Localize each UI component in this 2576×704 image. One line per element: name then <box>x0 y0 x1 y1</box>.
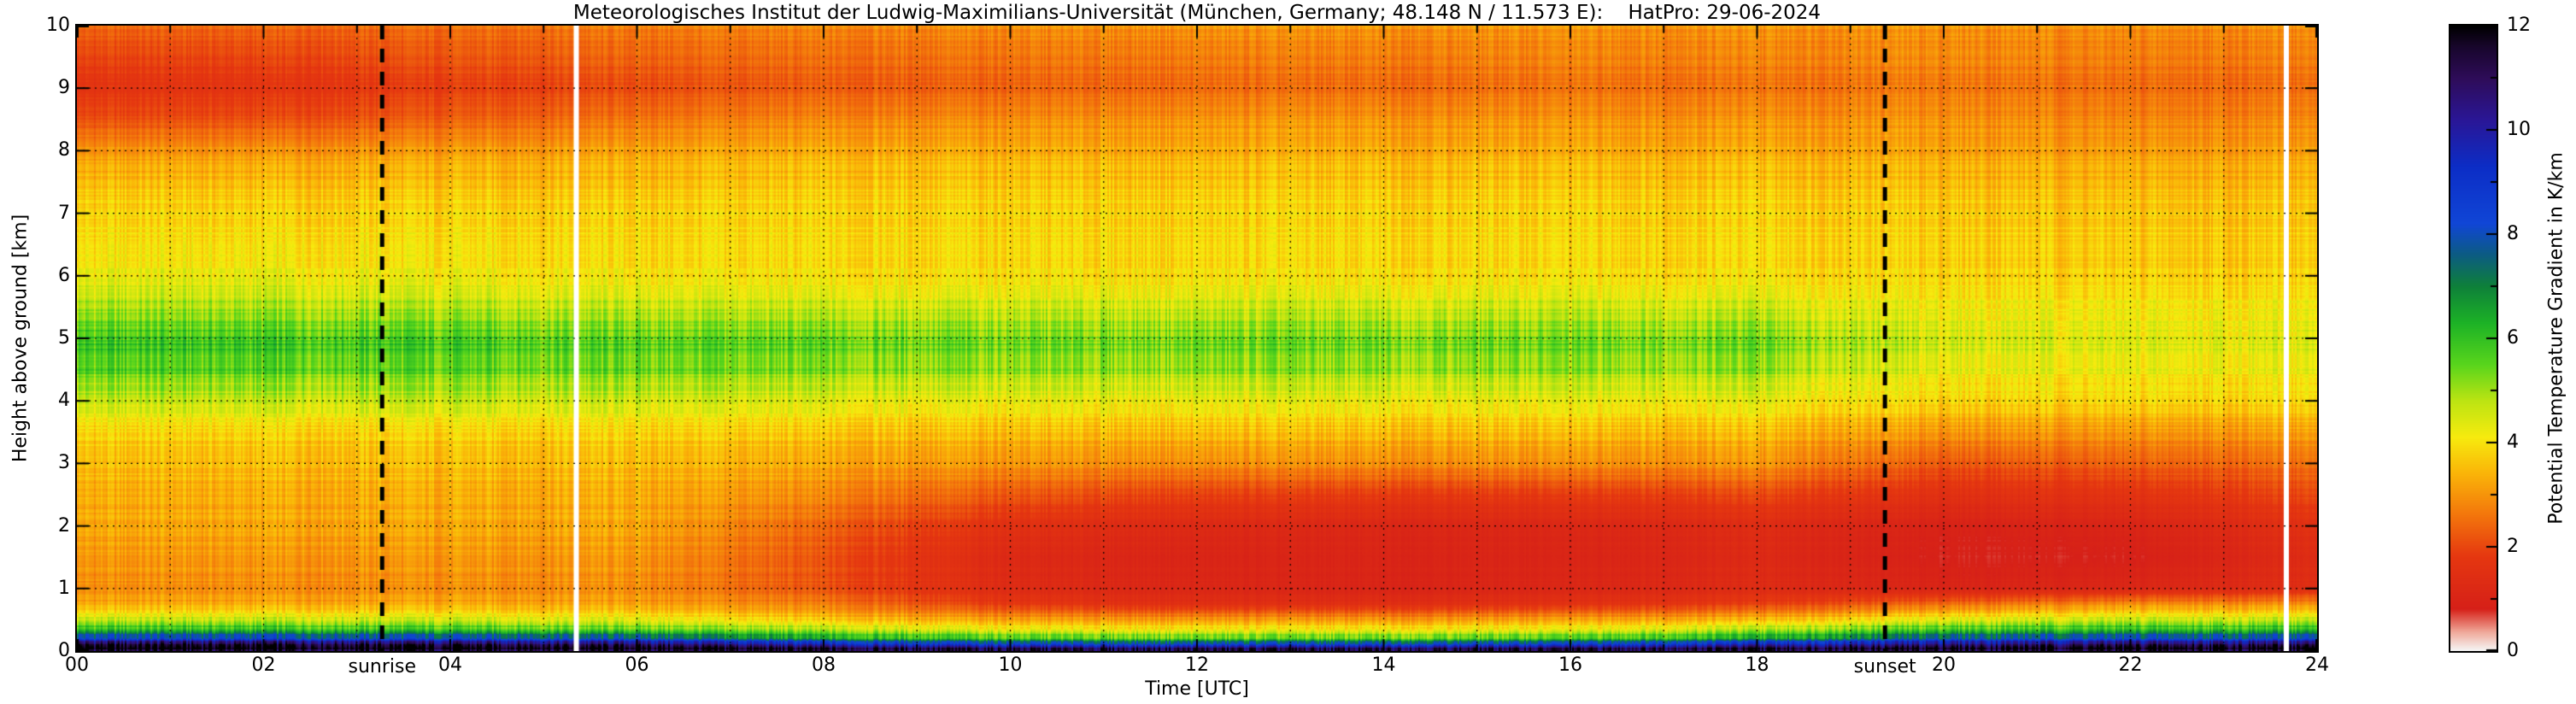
y-tick-label: 8 <box>58 139 70 161</box>
colorbar-tick-label: 12 <box>2507 15 2531 36</box>
colorbar-title: Potential Temperature Gradient in K/km <box>2545 152 2567 525</box>
x-tick-label: 08 <box>812 654 836 676</box>
x-tick-label: 12 <box>1185 654 1209 676</box>
x-axis-title: Time [UTC] <box>1145 678 1249 700</box>
y-tick-label: 5 <box>58 327 70 349</box>
colorbar-tick-label: 2 <box>2507 536 2519 557</box>
y-tick-label: 1 <box>58 577 70 599</box>
y-tick-label: 3 <box>58 452 70 474</box>
heatmap-canvas <box>77 26 2317 651</box>
x-tick-label: 10 <box>998 654 1023 676</box>
colorbar <box>2449 24 2498 653</box>
y-tick-label: 7 <box>58 202 70 224</box>
y-tick-label: 6 <box>58 264 70 286</box>
y-tick-label: 4 <box>58 390 70 412</box>
x-tick-label: 00 <box>65 654 89 676</box>
y-tick-label: 10 <box>46 15 70 36</box>
y-tick-label: 0 <box>58 640 70 661</box>
x-tick-label: 22 <box>2118 654 2143 676</box>
x-tick-label: 24 <box>2305 654 2329 676</box>
sunset-label: sunset <box>1853 656 1916 678</box>
plot-area <box>75 24 2319 653</box>
x-tick-label: 06 <box>625 654 649 676</box>
x-tick-label: 04 <box>438 654 462 676</box>
colorbar-canvas <box>2450 26 2497 651</box>
x-tick-label: 18 <box>1745 654 1769 676</box>
colorbar-tick-label: 6 <box>2507 327 2519 349</box>
x-tick-label: 02 <box>251 654 276 676</box>
colorbar-tick-label: 4 <box>2507 431 2519 453</box>
y-axis-title: Height above ground [km] <box>9 214 32 463</box>
x-tick-label: 16 <box>1558 654 1582 676</box>
x-tick-label: 20 <box>1932 654 1956 676</box>
chart-title: Meteorologisches Institut der Ludwig-Max… <box>572 2 1822 24</box>
colorbar-tick-label: 0 <box>2507 640 2519 661</box>
x-tick-label: 14 <box>1371 654 1396 676</box>
y-tick-label: 2 <box>58 514 70 537</box>
colorbar-tick-label: 8 <box>2507 223 2519 244</box>
sunrise-label: sunrise <box>348 656 416 678</box>
y-tick-label: 9 <box>58 77 70 99</box>
colorbar-tick-label: 10 <box>2507 119 2531 140</box>
